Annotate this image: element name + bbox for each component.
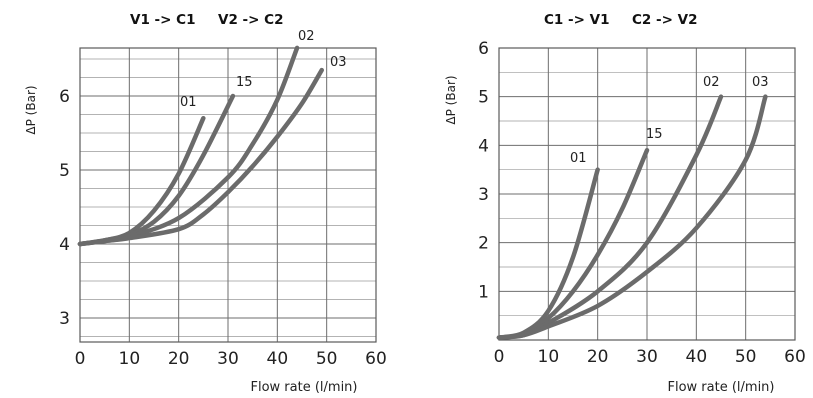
- y-tick-label: 2: [478, 234, 489, 254]
- x-tick-label: 50: [735, 347, 757, 367]
- x-tick-label: 0: [75, 349, 86, 369]
- chart-heading: V2 -> C2: [218, 12, 283, 28]
- y-axis-title: ΔP (Bar): [444, 75, 458, 124]
- x-tick-label: 60: [365, 349, 387, 369]
- y-tick-label: 5: [59, 161, 70, 181]
- y-tick-label: 4: [478, 136, 489, 156]
- series-line-02: [496, 94, 724, 340]
- y-tick-label: 6: [59, 87, 70, 107]
- y-axis-title: ΔP (Bar): [24, 85, 38, 134]
- y-tick-label: 6: [478, 39, 489, 59]
- x-tick-label: 0: [494, 347, 505, 367]
- x-tick-label: 30: [217, 349, 239, 369]
- y-tick-label: 5: [478, 88, 489, 108]
- series-label: 01: [570, 151, 587, 166]
- x-axis-title: Flow rate (l/min): [251, 380, 358, 395]
- x-tick-label: 20: [587, 347, 609, 367]
- x-tick-label: 40: [686, 347, 708, 367]
- series-label: 15: [236, 75, 253, 90]
- x-tick-label: 60: [784, 347, 806, 367]
- chart-heading: V1 -> C1: [130, 12, 195, 28]
- series-label: 02: [703, 75, 720, 90]
- series-label: 02: [298, 29, 315, 44]
- y-tick-label: 3: [59, 309, 70, 329]
- series-label: 03: [752, 75, 769, 90]
- grid: [499, 47, 795, 341]
- x-tick-label: 50: [316, 349, 338, 369]
- series-label: 15: [646, 127, 663, 142]
- y-tick-label: 1: [478, 282, 489, 302]
- x-tick-label: 20: [168, 349, 190, 369]
- x-tick-label: 30: [636, 347, 658, 367]
- y-tick-label: 4: [59, 235, 70, 255]
- series-label: 01: [180, 95, 197, 110]
- x-tick-label: 10: [119, 349, 141, 369]
- chart-heading: C1 -> V1: [544, 12, 609, 28]
- y-tick-label: 3: [478, 185, 489, 205]
- x-tick-label: 10: [538, 347, 560, 367]
- x-tick-label: 40: [267, 349, 289, 369]
- series-label: 03: [330, 55, 347, 70]
- plot-frame: [79, 47, 377, 343]
- plot-frame: [498, 47, 796, 341]
- chart-heading: C2 -> V2: [632, 12, 697, 28]
- x-axis-title: Flow rate (l/min): [668, 380, 775, 395]
- series-line-03: [77, 67, 324, 247]
- series-line-03: [496, 94, 768, 340]
